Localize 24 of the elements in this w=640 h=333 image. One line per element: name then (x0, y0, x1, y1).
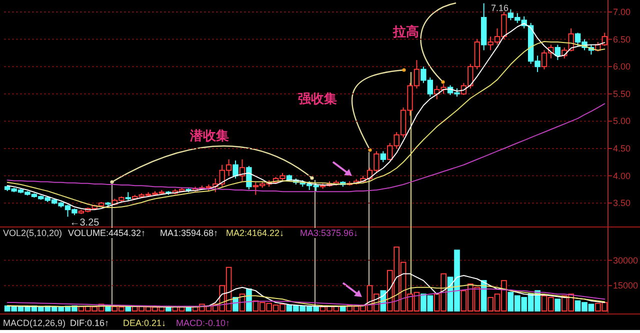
y-tick-label: 5.50 (613, 88, 631, 99)
annotation: 7.16 (491, 3, 509, 13)
text: VOL2(5,10,20) (3, 228, 62, 238)
y-tick-label: 4.00 (613, 170, 631, 181)
y-tick-label: 7.00 (613, 7, 631, 18)
text: MA3:5375.96↓ (300, 228, 358, 238)
y-tick-label: 6.50 (613, 34, 631, 44)
y-tick-label: 30000 (613, 255, 638, 266)
annotation: 强收集 (298, 91, 337, 106)
text: MA1:3594.68↑ (160, 228, 218, 238)
text: MA2:4164.22↓ (226, 228, 284, 238)
y-tick-label: 6.00 (613, 62, 631, 72)
text: MACD(12,26,9) (3, 318, 66, 328)
text: DIF:0.16↑ (70, 318, 110, 328)
annotation: 潜收集 (189, 128, 229, 143)
text: MACD:-0.10↑ (176, 318, 230, 328)
y-tick-label: 4.50 (613, 143, 631, 154)
y-tick-label: 3.50 (613, 198, 631, 208)
y-tick-label: 5.00 (613, 116, 631, 126)
annotation: 拉高 (392, 24, 419, 39)
y-tick-label: 15000 (613, 280, 638, 291)
annotation: ←3.25 (70, 218, 100, 229)
text: DEA:0.21↓ (123, 318, 166, 328)
text: VOLUME:4454.32↑ (68, 228, 146, 238)
